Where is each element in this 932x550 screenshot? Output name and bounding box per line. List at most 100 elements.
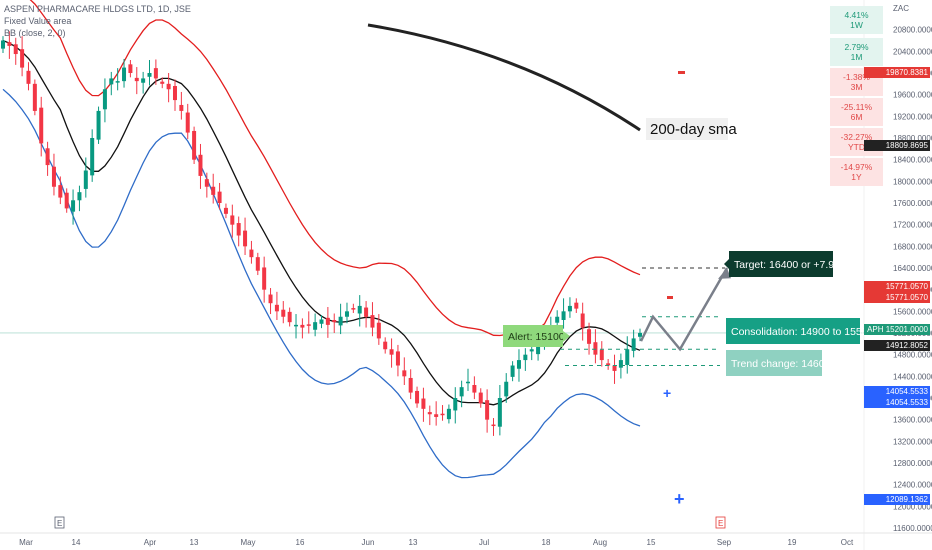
candle-body <box>516 360 521 369</box>
candle-body <box>319 319 324 324</box>
candle-body <box>109 78 114 85</box>
candle-body <box>344 311 349 317</box>
candle-body <box>434 414 439 417</box>
y-tick-label: 11600.0000 <box>893 524 932 533</box>
candle-body <box>166 83 171 90</box>
x-tick-label: 18 <box>542 538 551 547</box>
candle-body <box>236 223 241 236</box>
x-tick-label: 14 <box>72 538 81 547</box>
performance-pct: -32.27% <box>840 132 873 142</box>
candle-body <box>198 154 203 176</box>
consolidation-label-box <box>726 318 860 344</box>
earnings-marker-box <box>54 516 65 529</box>
candle-body <box>491 424 496 427</box>
earnings-marker: E <box>718 519 723 528</box>
y-tick-label: 19600.0000 <box>893 91 932 100</box>
candle-body <box>497 398 502 427</box>
candle-body <box>408 377 413 393</box>
candle-body <box>376 322 381 339</box>
indicator-line-2: BB (close, 2, 0) <box>4 28 66 38</box>
candle-body <box>281 309 286 317</box>
candle-body <box>153 68 158 79</box>
performance-period: 1Y <box>851 172 862 182</box>
candle-body <box>39 107 44 144</box>
candle-body <box>466 381 471 384</box>
candle-body <box>638 332 642 337</box>
candle-body <box>192 130 197 160</box>
annotations: 200-day sma Target: 16400 or +7.9% Consoli… <box>367 23 874 509</box>
price-tag: 18809.8695 <box>864 140 930 151</box>
x-tick-label: 16 <box>296 538 305 547</box>
performance-period: 1M <box>850 52 863 62</box>
candle-body <box>427 412 432 415</box>
candle-body <box>561 311 566 320</box>
y-tick-label: 18400.0000 <box>893 156 932 165</box>
candle-body <box>313 322 318 330</box>
x-tick-label: Jun <box>362 538 375 547</box>
x-tick-label: 19 <box>788 538 797 547</box>
candle-body <box>300 324 305 328</box>
target-label-box <box>729 251 833 277</box>
earnings-marker: E <box>57 519 62 528</box>
red-minus-marker <box>678 71 685 74</box>
projection-arrowhead <box>718 268 731 279</box>
candle-body <box>294 324 299 327</box>
candle-body <box>45 148 50 166</box>
x-tick-label: 15 <box>647 538 656 547</box>
x-tick-label: Mar <box>19 538 33 547</box>
candle-body <box>325 317 330 325</box>
candle-body <box>71 200 76 212</box>
candle-body <box>338 316 343 326</box>
candle-body <box>115 81 120 83</box>
candle-body <box>351 308 356 310</box>
performance-cell: 2.79% 1M <box>830 38 883 66</box>
y-tick-label: 13200.0000 <box>893 437 932 446</box>
target-label-pointer <box>724 259 729 269</box>
price-tag: 12089.1362 <box>864 494 930 505</box>
candle-body <box>332 320 337 323</box>
candle-body <box>20 49 25 68</box>
x-tick-label: 13 <box>190 538 199 547</box>
candle-body <box>478 392 483 404</box>
candle-body <box>631 338 636 351</box>
candle-body <box>287 311 292 323</box>
performance-period: YTD <box>848 142 865 152</box>
y-tick-label: 12000.0000 <box>893 502 932 511</box>
consolidation-label: Consolidation: 14900 to 15500 <box>731 326 874 338</box>
x-tick-label: Apr <box>144 538 157 547</box>
y-tick-label: 16400.0000 <box>893 264 932 273</box>
performance-pct: -25.11% <box>840 102 873 112</box>
candle-body <box>536 343 541 355</box>
candle-body <box>204 179 209 187</box>
candle-body <box>134 77 139 82</box>
candle-body <box>453 398 458 411</box>
candle-body <box>440 413 445 416</box>
blue-plus-marker: + <box>663 385 671 401</box>
y-tick-label: 12400.0000 <box>893 481 932 490</box>
y-tick-label: 18000.0000 <box>893 177 932 186</box>
candle-body <box>567 305 572 312</box>
indicator-line-1: Fixed Value area <box>4 16 72 26</box>
candle-body <box>389 349 394 355</box>
candle-body <box>268 294 273 304</box>
projection-path <box>639 267 729 352</box>
chart-title: ASPEN PHARMACARE HLDGS LTD, 1D, JSE <box>4 4 191 14</box>
candle-body <box>26 70 31 84</box>
candle-body <box>306 324 311 326</box>
x-tick-label: Oct <box>841 538 854 547</box>
price-tag: 14912.8052 <box>864 340 930 351</box>
candle-body <box>402 370 407 377</box>
sma-label: 200-day sma <box>650 121 737 138</box>
candle-body <box>7 42 12 46</box>
price-tag: 14054.5533 <box>864 386 930 397</box>
trend-change-label: Trend change: 14600 <box>731 358 831 370</box>
alert-label-pointer <box>563 331 570 342</box>
candle-body <box>357 305 362 314</box>
x-tick-label: Jul <box>479 538 489 547</box>
upper-band-line <box>29 0 641 337</box>
candle-body <box>574 302 579 309</box>
candle-body <box>580 313 585 328</box>
alert-label-box <box>503 325 563 347</box>
x-axis: Mar 14 Apr 13 May 16 Jun 13 Jul 18 Aug 15 Sep 19 Oct E E <box>19 516 854 547</box>
